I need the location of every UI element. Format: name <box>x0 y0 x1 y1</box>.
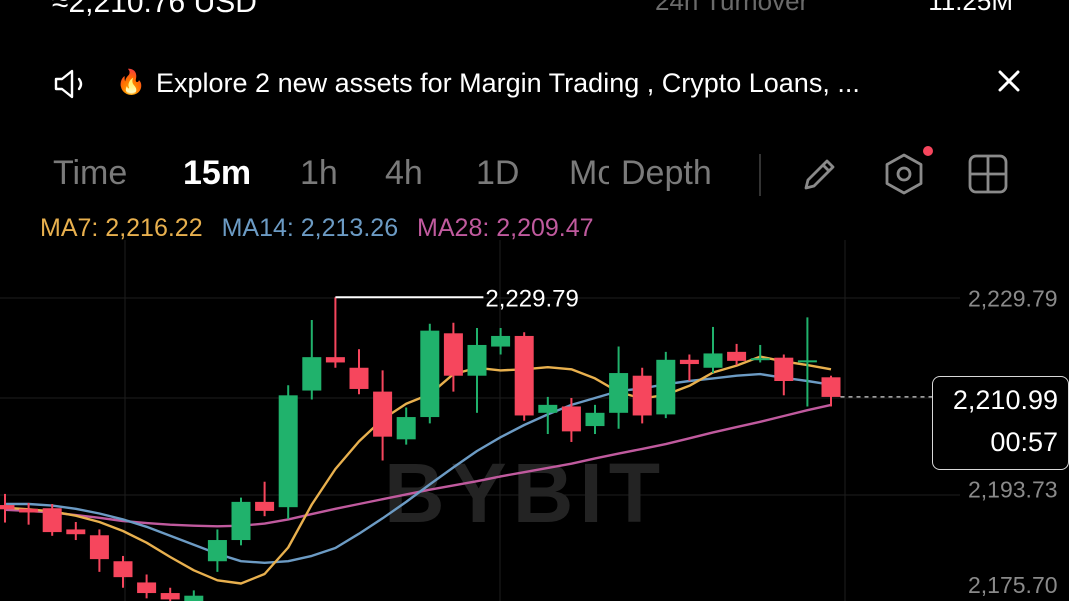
candle-down <box>0 505 15 510</box>
candle-up <box>396 417 416 440</box>
announcement-text[interactable]: Explore 2 new assets for Margin Trading … <box>156 68 860 98</box>
candle-down <box>373 391 393 437</box>
chart-tabs: Time 15m 1h 4h 1D Mo Depth <box>0 150 1069 200</box>
candle-down <box>89 535 109 560</box>
candle-down <box>632 375 652 416</box>
candle-down <box>66 529 86 535</box>
pencil-icon[interactable] <box>798 152 842 196</box>
tab-divider <box>759 154 761 196</box>
candle-down <box>325 357 345 363</box>
ma14-line <box>5 372 832 564</box>
candle-down <box>774 357 794 382</box>
candle-down <box>514 335 534 416</box>
y-axis-label: 2,229.79 <box>968 285 1058 311</box>
candle-up <box>703 353 723 368</box>
chart-canvas[interactable]: BYBIT 2,229.79 2,229.79 2,193.73 2,175.70 <box>0 240 1069 601</box>
current-price: 2,210.99 <box>952 385 1058 415</box>
candle-up <box>420 330 440 418</box>
candle-up <box>585 412 605 427</box>
candle-down <box>561 406 581 432</box>
ma7-line <box>4 355 832 585</box>
candle-up <box>797 360 817 363</box>
candle-down <box>443 333 463 376</box>
tab-depth[interactable]: Depth <box>621 154 712 192</box>
tab-1h[interactable]: 1h <box>300 154 338 192</box>
notification-dot <box>923 146 933 156</box>
candle-down <box>821 377 841 397</box>
candle-down <box>679 359 699 365</box>
tab-15m[interactable]: 15m <box>183 154 252 192</box>
tab-more[interactable]: Mo <box>569 154 609 192</box>
candle-up <box>278 395 298 508</box>
candle-up <box>609 373 629 413</box>
turnover-value: 11.25M <box>928 0 1013 16</box>
tab-time[interactable]: Time <box>53 154 128 192</box>
candle-down <box>19 508 39 513</box>
candle-up <box>538 404 558 413</box>
watermark: BYBIT <box>384 446 666 540</box>
candle-down <box>727 351 747 361</box>
tab-4h[interactable]: 4h <box>385 154 423 192</box>
price-usd: ≈2,210.76 USD <box>52 0 257 19</box>
ma14-label: MA14: 2,213.26 <box>221 214 399 242</box>
candle-down <box>113 561 133 578</box>
ma-legend: MA7: 2,216.22 MA14: 2,213.26 MA28: 2,209… <box>40 214 606 243</box>
fire-icon: 🔥 <box>116 69 146 96</box>
candle-up <box>491 335 511 347</box>
layout-grid-icon[interactable] <box>966 152 1010 196</box>
speaker-icon <box>54 69 83 99</box>
candle-up <box>750 358 770 361</box>
candle-up <box>184 595 204 601</box>
candle-countdown: 00:57 <box>990 427 1058 457</box>
candle-down <box>160 593 180 600</box>
ma7-label: MA7: 2,216.22 <box>40 214 203 242</box>
candle-up <box>467 344 487 376</box>
candle-down <box>255 501 275 511</box>
tab-1d[interactable]: 1D <box>476 154 520 192</box>
candle-up <box>656 359 676 415</box>
y-axis-label: 2,175.70 <box>968 572 1058 598</box>
candle-down <box>42 508 62 533</box>
settings-hex-icon[interactable] <box>882 152 926 196</box>
turnover-label: 24h Turnover <box>655 0 809 16</box>
candle-up <box>207 540 227 562</box>
candle-down <box>137 582 157 594</box>
announcement-bar[interactable]: 🔥 Explore 2 new assets for Margin Tradin… <box>0 58 1069 108</box>
high-marker-label: 2,229.79 <box>485 285 578 312</box>
current-price-tag: 2,210.99 00:57 <box>932 376 1069 470</box>
close-icon[interactable] <box>994 66 1024 96</box>
candle-down <box>349 367 369 389</box>
candle-up <box>302 357 322 391</box>
ticker-header: ≈2,210.76 USD 24h Turnover 11.25M <box>0 0 1069 20</box>
candle-up <box>231 501 251 541</box>
candlestick-chart[interactable]: BYBIT 2,229.79 2,229.79 2,193.73 2,175.70 2,… <box>0 240 1069 601</box>
y-axis-label: 2,193.73 <box>968 476 1058 502</box>
ma28-label: MA28: 2,209.47 <box>417 214 594 242</box>
